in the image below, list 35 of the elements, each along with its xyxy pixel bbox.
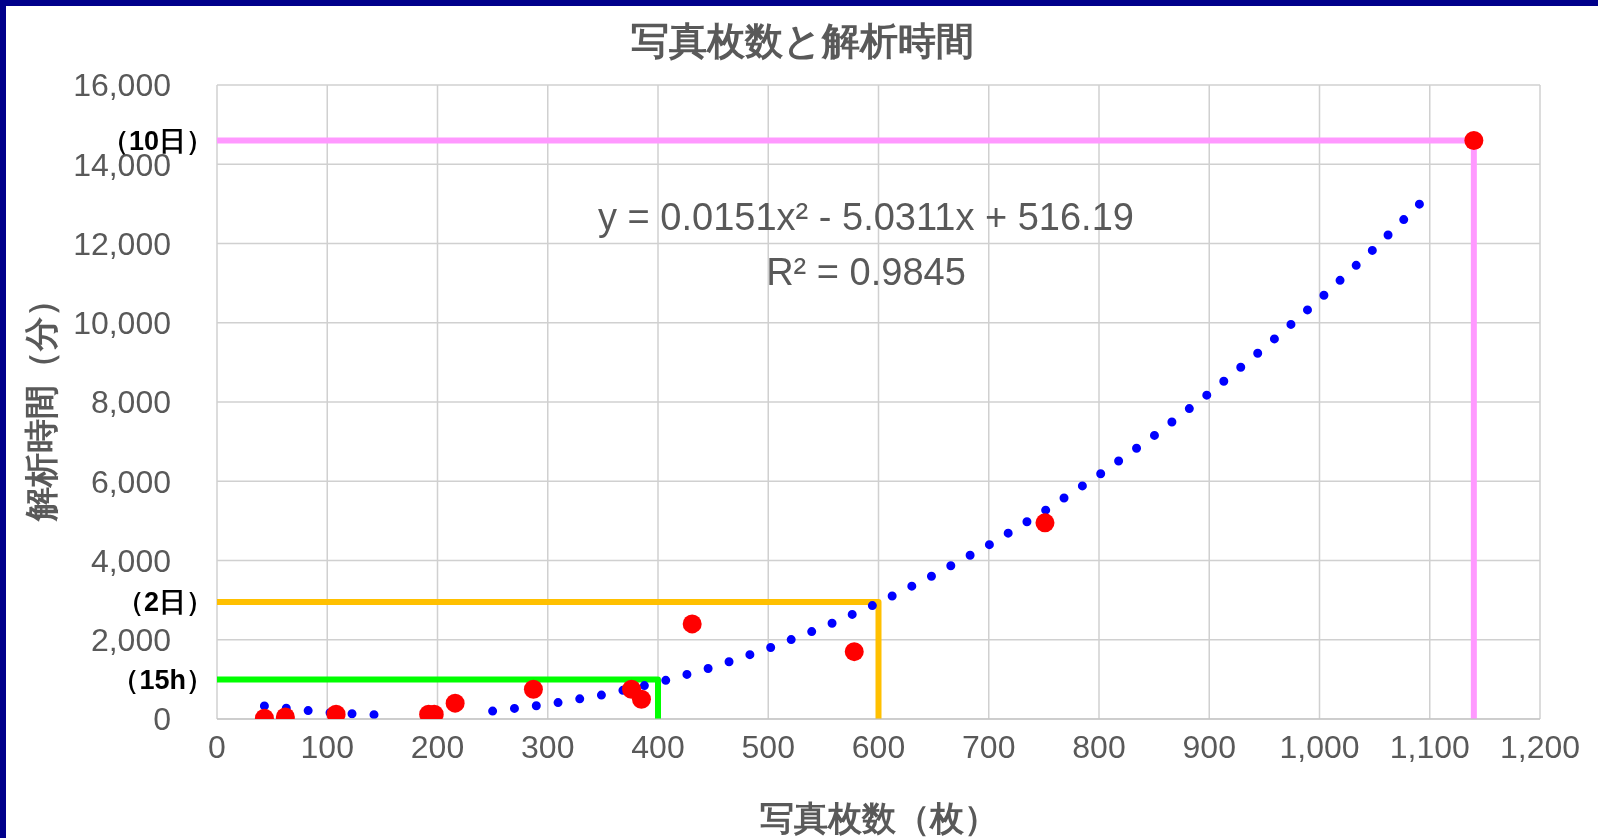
x-tick-label: 500 <box>741 728 795 765</box>
y-tick-label: 8,000 <box>90 384 171 421</box>
x-tick-label: 900 <box>1182 728 1236 765</box>
x-tick-label: 100 <box>300 728 354 765</box>
x-tick-label: 600 <box>851 728 906 765</box>
text: （2日） <box>116 587 213 618</box>
point <box>1464 130 1484 150</box>
y-tick-label: 6,000 <box>90 463 171 500</box>
y-tick-label: 2,000 <box>90 622 171 659</box>
x-tick-label: 0 <box>208 728 226 765</box>
x-tick-label: 1,200 <box>1499 728 1581 765</box>
y-tick-label: 4,000 <box>90 542 171 579</box>
y-axis-title: 解析時間（分） <box>22 283 61 522</box>
annotation: y = 0.0151x² - 5.0311x + 516.19 <box>597 196 1135 239</box>
chart-title: 写真枚数と解析時間 <box>629 19 975 64</box>
x-tick-label: 700 <box>962 728 1016 765</box>
point <box>523 679 543 699</box>
y-tick-label: 10,000 <box>73 305 171 342</box>
x-axis-title: 写真枚数（枚） <box>759 799 998 837</box>
text: （15h） <box>112 664 213 695</box>
x-tick-label: 200 <box>410 728 465 765</box>
point <box>1035 513 1055 533</box>
annotation: R² = 0.9845 <box>765 251 967 294</box>
x-tick-label: 800 <box>1072 728 1126 765</box>
x-tick-label: 300 <box>521 728 575 765</box>
x-tick-label: 1,000 <box>1279 728 1360 765</box>
x-tick-label: 1,100 <box>1389 728 1470 765</box>
point <box>631 689 651 709</box>
y-tick-label: 0 <box>153 701 171 738</box>
x-tick-label: 400 <box>631 728 685 765</box>
y-tick-label: 12,000 <box>73 225 171 262</box>
y-tick-label: 16,000 <box>73 67 171 104</box>
point <box>844 642 864 662</box>
point <box>445 693 465 713</box>
point <box>682 614 702 634</box>
